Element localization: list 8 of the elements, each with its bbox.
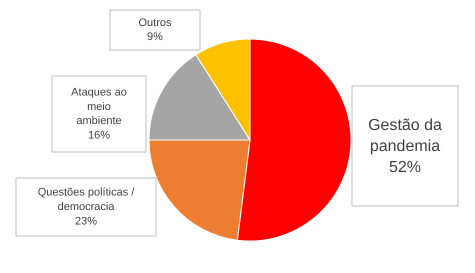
slice-label: Outros bbox=[138, 16, 172, 29]
slice-label: Questões políticas / democracia bbox=[38, 186, 136, 213]
data-label: 23% bbox=[74, 215, 98, 228]
data-label: 16% bbox=[88, 129, 110, 142]
data-label: 52% bbox=[388, 158, 422, 176]
slice-label: Ataques ao meio ambiente bbox=[71, 86, 127, 128]
data-label: 9% bbox=[147, 31, 164, 44]
slice-label: Gestão da pandemia bbox=[368, 117, 442, 155]
